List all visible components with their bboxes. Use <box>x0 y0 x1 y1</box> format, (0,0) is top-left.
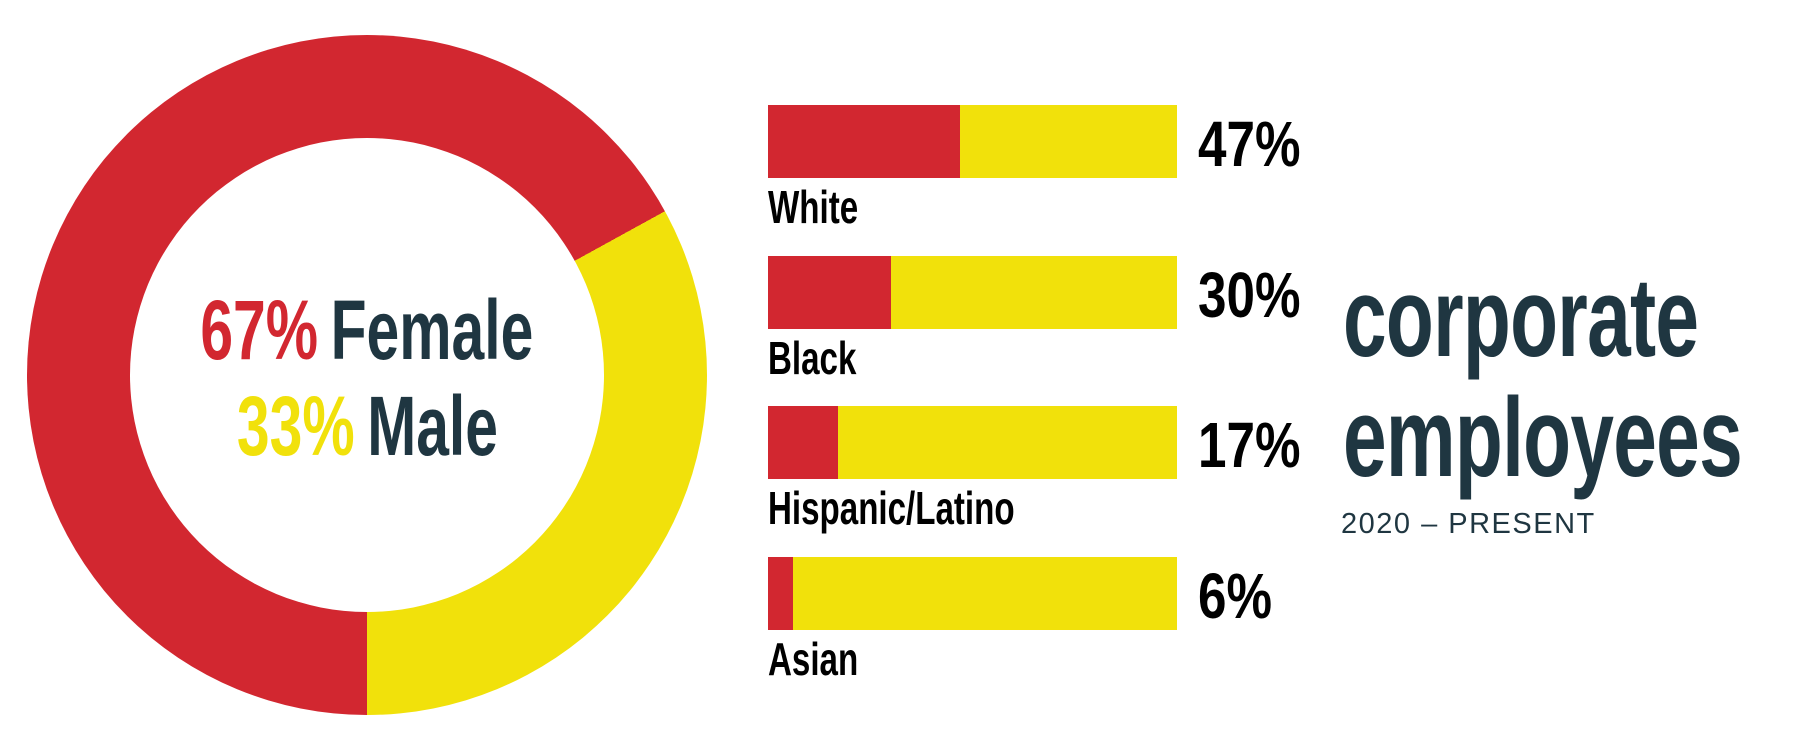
male-percent-value: 33% <box>236 379 355 473</box>
title-block: corporate employees <box>1343 258 1800 498</box>
bar-category-label: Asian <box>768 633 859 685</box>
female-percent-value: 67% <box>200 283 319 377</box>
bar-percent-label: 6% <box>1198 560 1272 632</box>
male-label: Male <box>366 379 498 473</box>
page-title-line-1: corporate <box>1343 255 1699 380</box>
bar-category-label: Hispanic/Latino <box>768 482 1015 534</box>
date-range-subtitle: 2020 – PRESENT <box>1341 508 1596 540</box>
donut-center-line-male: 33% Male <box>181 378 554 474</box>
donut-center: 67% Female 33% Male <box>130 138 604 612</box>
bar-row: 6% Asian <box>0 557 1800 687</box>
donut-center-line-female: 67% Female <box>129 282 605 378</box>
bar-category-label: Black <box>768 332 857 384</box>
bar-row: 17% Hispanic/Latino <box>0 406 1800 536</box>
bar-track-yellow <box>768 256 1177 329</box>
bar-fill-red <box>768 557 793 630</box>
bar-percent-label: 30% <box>1198 259 1301 331</box>
bar-row: 47% White <box>0 105 1800 235</box>
bar-fill-red <box>768 105 961 178</box>
bar-percent-label: 17% <box>1198 409 1301 481</box>
gender-donut-chart: 67% Female 33% Male <box>27 35 707 715</box>
bar-track-yellow <box>768 557 1177 630</box>
bar-row: 30% Black <box>0 256 1800 386</box>
bar-track-yellow <box>768 105 1177 178</box>
bar-track-yellow <box>768 406 1177 479</box>
bar-fill-red <box>768 406 838 479</box>
page-title-line-2: employees <box>1343 375 1743 500</box>
bar-category-label: White <box>768 181 859 233</box>
female-label: Female <box>330 283 534 377</box>
bar-percent-label: 47% <box>1198 108 1301 180</box>
bar-fill-red <box>768 256 891 329</box>
